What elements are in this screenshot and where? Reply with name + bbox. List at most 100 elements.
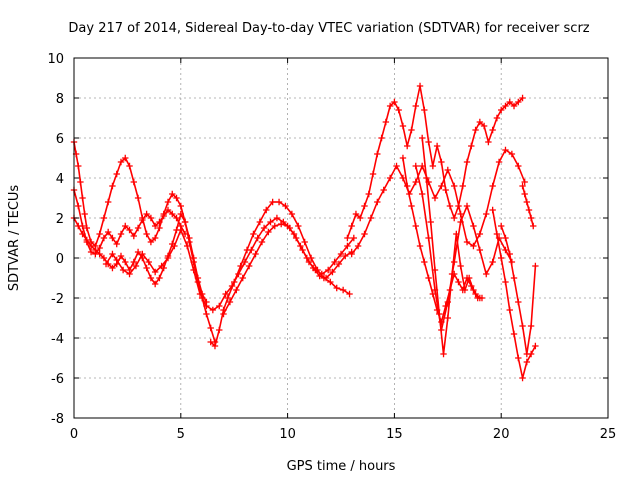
point-track-5-10 <box>263 206 270 214</box>
point-track-7-9 <box>277 220 285 228</box>
point-track-8-22 <box>438 158 445 166</box>
point-track-10-0 <box>399 154 407 162</box>
point-track-11-10 <box>476 246 484 254</box>
point-track-6-4 <box>222 290 229 298</box>
x-tick-label-4: 20 <box>493 427 510 442</box>
point-track-7-10 <box>284 222 291 230</box>
point-track-6-3 <box>216 302 223 310</box>
point-track-4-14 <box>190 266 197 274</box>
point-track-14-4 <box>515 298 522 306</box>
point-track-2-11 <box>117 230 125 238</box>
point-track-8-35 <box>493 114 501 122</box>
point-track-6-12 <box>273 214 281 222</box>
point-track-7-4 <box>245 262 253 270</box>
x-tick-label-1: 5 <box>177 427 185 442</box>
point-track-14-0 <box>498 222 505 230</box>
point-track-2-18 <box>147 214 155 222</box>
point-track-5-23 <box>346 290 353 298</box>
point-track-8-27 <box>459 182 466 190</box>
point-track-2-15 <box>134 224 142 232</box>
point-track-7-7 <box>265 228 272 236</box>
point-track-7-6 <box>258 238 266 246</box>
point-track-2-8 <box>104 228 112 236</box>
grid <box>74 58 608 418</box>
point-track-5-16 <box>301 238 308 246</box>
point-track-8-6 <box>369 170 377 178</box>
y-tick-label-4: 0 <box>56 252 64 267</box>
point-track-4-10 <box>164 254 172 262</box>
point-track-13-8 <box>523 358 531 366</box>
point-track-10-3 <box>412 222 419 230</box>
y-tick-label-1: -6 <box>51 372 64 387</box>
point-track-1-16 <box>126 162 133 170</box>
point-track-8-7 <box>374 150 381 158</box>
point-track-1-2 <box>75 162 82 170</box>
point-track-13-6 <box>515 354 522 362</box>
axis-ticks: 0 5 10 15 20 25 -8 -6 -4 -2 0 2 4 6 8 10 <box>47 52 616 442</box>
point-track-7-5 <box>252 250 259 258</box>
point-track-8-11 <box>391 98 398 106</box>
point-track-9-2 <box>361 230 368 238</box>
point-track-1-11 <box>104 198 112 206</box>
point-track-4-8 <box>151 268 159 276</box>
point-track-5-0 <box>207 338 214 346</box>
point-track-9-5 <box>380 186 387 194</box>
point-track-3-2 <box>79 230 86 238</box>
x-axis-label: GPS time / hours <box>287 459 396 474</box>
point-track-4-6 <box>139 250 146 258</box>
point-track-11-12 <box>489 258 496 266</box>
point-track-8-39 <box>510 102 518 110</box>
point-track-1-5 <box>81 210 88 218</box>
point-track-2-9 <box>109 234 116 242</box>
point-track-11-14 <box>502 246 509 254</box>
point-track-13-2 <box>498 254 505 262</box>
point-track-1-34 <box>203 310 210 318</box>
point-track-2-20 <box>156 218 163 226</box>
x-tick-label-2: 10 <box>279 427 296 442</box>
point-track-2-19 <box>151 222 159 230</box>
point-track-8-41 <box>519 94 526 102</box>
y-tick-label-8: 8 <box>56 92 64 107</box>
point-track-4-2 <box>113 256 120 264</box>
point-track-5-4 <box>224 294 231 302</box>
point-track-9-0 <box>348 250 355 258</box>
point-track-7-16 <box>322 274 330 282</box>
x-tick-label-3: 15 <box>386 427 403 442</box>
point-track-7-11 <box>290 230 298 238</box>
series-line-track-5 <box>210 201 350 347</box>
point-track-4-13 <box>184 242 191 250</box>
point-track-4-3 <box>119 266 127 274</box>
point-track-2-16 <box>139 216 146 224</box>
point-track-3-18 <box>147 274 155 282</box>
point-track-8-28 <box>463 158 471 166</box>
point-track-5-15 <box>295 222 302 230</box>
point-track-2-7 <box>100 234 108 242</box>
point-track-10-13 <box>455 278 462 286</box>
point-track-9-20 <box>476 230 484 238</box>
point-track-10-1 <box>404 182 411 190</box>
point-track-9-16 <box>451 182 458 190</box>
point-track-12-2 <box>427 218 434 226</box>
point-track-12-14 <box>478 294 486 302</box>
point-track-11-8 <box>463 202 471 210</box>
point-track-11-7 <box>457 218 464 226</box>
point-track-5-12 <box>275 198 283 206</box>
point-track-8-17 <box>416 82 424 90</box>
point-track-14-6 <box>523 350 531 358</box>
point-track-1-18 <box>134 194 142 202</box>
y-tick-label-0: -8 <box>51 412 64 427</box>
point-track-4-11 <box>171 242 178 250</box>
point-track-5-21 <box>333 284 340 292</box>
point-track-9-22 <box>489 182 496 190</box>
point-track-4-5 <box>132 262 140 270</box>
point-track-8-23 <box>442 186 449 194</box>
point-track-3-4 <box>87 242 95 250</box>
point-track-1-4 <box>79 194 86 202</box>
point-track-1-22 <box>151 234 159 242</box>
point-track-5-20 <box>327 278 334 286</box>
point-track-8-36 <box>498 106 505 114</box>
point-track-12-5 <box>440 350 447 358</box>
point-track-7-3 <box>239 274 246 282</box>
point-track-4-4 <box>126 270 133 278</box>
point-track-8-24 <box>446 202 454 210</box>
